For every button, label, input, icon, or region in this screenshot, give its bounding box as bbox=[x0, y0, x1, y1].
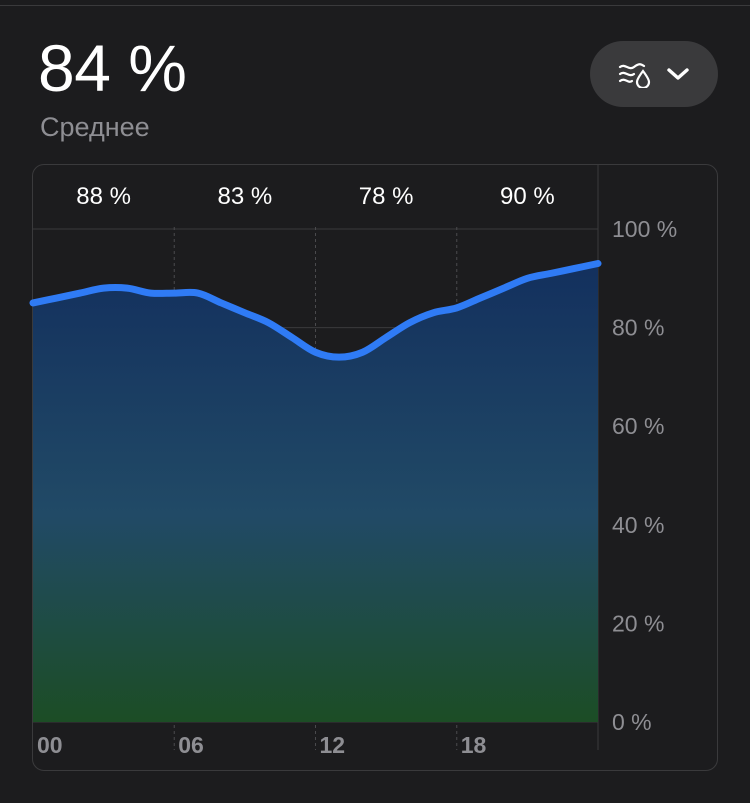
metric-selector-button[interactable] bbox=[590, 41, 718, 107]
x-tick-label: 06 bbox=[178, 732, 204, 758]
humidity-area bbox=[33, 263, 598, 722]
period-average-label: 88 % bbox=[76, 183, 131, 210]
y-tick-label: 0 % bbox=[612, 709, 652, 735]
humidity-line bbox=[29, 260, 602, 361]
x-tick-label: 00 bbox=[37, 732, 63, 758]
chart-card bbox=[32, 164, 718, 771]
y-tick-label: 60 % bbox=[612, 413, 664, 439]
average-label: Среднее bbox=[40, 112, 150, 142]
humidity-icon bbox=[617, 60, 653, 88]
y-tick-label: 80 % bbox=[612, 315, 664, 341]
y-tick-label: 40 % bbox=[612, 512, 664, 538]
x-tick-label: 18 bbox=[461, 732, 487, 758]
y-tick-label: 100 % bbox=[612, 216, 677, 242]
period-average-label: 83 % bbox=[218, 183, 273, 210]
y-tick-label: 20 % bbox=[612, 610, 664, 636]
x-tick-label: 12 bbox=[320, 732, 346, 758]
average-value: 84 % bbox=[38, 31, 187, 105]
period-average-label: 90 % bbox=[500, 183, 555, 210]
top-divider bbox=[0, 5, 750, 6]
chevron-down-icon bbox=[665, 65, 691, 83]
period-average-label: 78 % bbox=[359, 183, 414, 210]
